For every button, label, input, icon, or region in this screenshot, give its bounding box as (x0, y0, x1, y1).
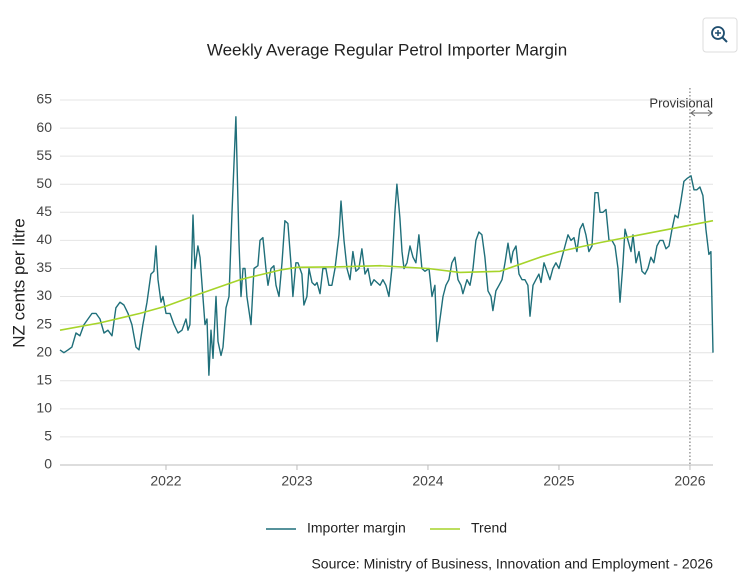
zoom-icon[interactable] (711, 26, 725, 40)
y-tick-label: 10 (36, 400, 52, 416)
x-tick-label: 2022 (150, 473, 181, 489)
legend-label: Importer margin (307, 520, 406, 536)
y-tick-label: 40 (36, 231, 52, 247)
zoom-button[interactable] (702, 17, 738, 53)
y-tick-label: 5 (44, 428, 52, 444)
y-tick-label: 35 (36, 259, 52, 275)
data-line (59, 116, 714, 376)
y-tick-label: 65 (36, 91, 52, 107)
y-axis-label: NZ cents per litre (9, 218, 28, 347)
y-tick-label: 0 (44, 456, 52, 472)
x-tick-label: 2025 (543, 473, 574, 489)
y-tick-label: 45 (36, 203, 52, 219)
annotation-arrowhead (690, 109, 713, 117)
y-tick-label: 30 (36, 287, 52, 303)
x-tick-label: 2023 (281, 473, 312, 489)
x-tick-label: 2024 (412, 473, 443, 489)
zoom-icon[interactable] (721, 36, 728, 43)
y-tick-label: 55 (36, 147, 52, 163)
data-line (59, 219, 714, 331)
y-tick-label: 25 (36, 315, 52, 331)
legend-label: Trend (471, 520, 507, 536)
y-tick-label: 50 (36, 175, 52, 191)
source: Source: Ministry of Business, Innovation… (311, 556, 713, 572)
annotation: Provisional (649, 95, 713, 110)
y-tick-label: 20 (36, 343, 52, 359)
y-tick-label: 15 (36, 371, 52, 387)
chart-title: Weekly Average Regular Petrol Importer M… (207, 40, 567, 59)
x-tick-label: 2026 (674, 473, 705, 489)
zoom-button-frame[interactable] (702, 17, 738, 53)
y-tick-label: 60 (36, 119, 52, 135)
